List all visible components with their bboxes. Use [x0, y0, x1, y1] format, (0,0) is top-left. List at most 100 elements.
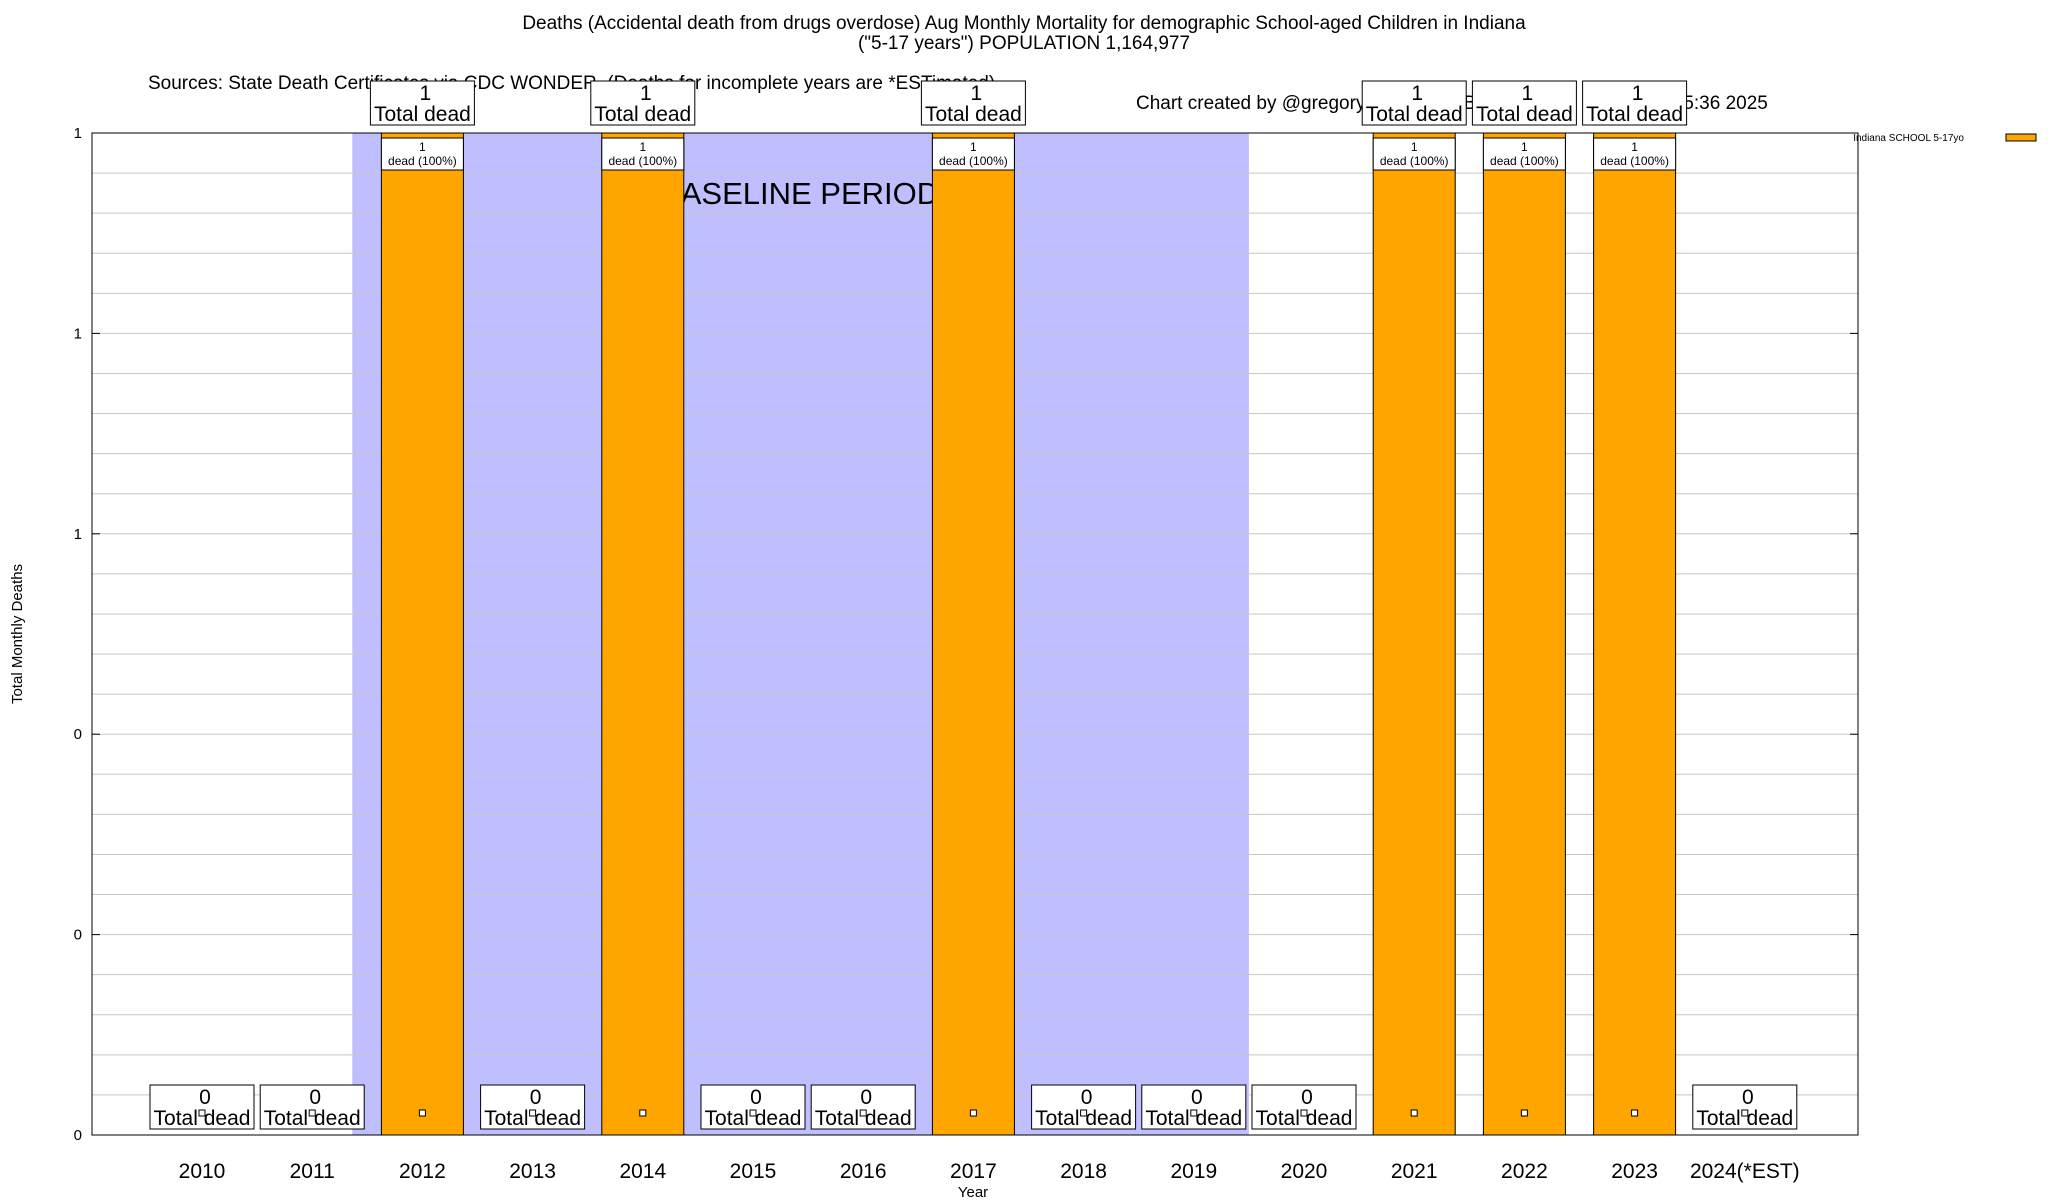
total-label-count: 1 [420, 82, 432, 105]
total-label-box [480, 1084, 586, 1130]
total-label-count: 0 [1301, 1086, 1313, 1109]
y-axis-label: Total Monthly Deaths [9, 564, 26, 704]
total-label-count: 0 [1191, 1086, 1203, 1109]
y-tick-label: 0 [74, 726, 82, 743]
x-tick-label: 2010 [179, 1160, 226, 1183]
total-label-count: 1 [1411, 82, 1423, 105]
total-label-box [810, 1084, 916, 1130]
bar-label-count: 1 [970, 140, 977, 154]
bar-label-count: 1 [1521, 140, 1528, 154]
bar-label-percent: dead (100%) [939, 154, 1008, 168]
bar-label-percent: dead (100%) [388, 154, 457, 168]
total-label-text: Total dead [1256, 1107, 1353, 1130]
bar-label-count: 1 [1411, 140, 1418, 154]
total-label-box [700, 1084, 806, 1130]
bar-label-percent: dead (100%) [1600, 154, 1669, 168]
bar-2021 [1372, 132, 1456, 1136]
total-label-text: Total dead [1366, 103, 1463, 126]
x-tick-marker [1300, 1109, 1308, 1117]
x-axis-label: Year [958, 1184, 988, 1200]
bar-2022 [1482, 132, 1566, 1136]
total-label-text: Total dead [1586, 103, 1683, 126]
y-tick-label: 0 [74, 927, 82, 944]
bar-label-count: 1 [639, 140, 646, 154]
total-label-count: 0 [309, 1086, 321, 1109]
total-label-count: 0 [199, 1086, 211, 1109]
x-tick-label: 2017 [950, 1160, 997, 1183]
x-tick-label: 2019 [1170, 1160, 1217, 1183]
total-label-box [149, 1084, 255, 1130]
total-label-count: 1 [1632, 82, 1644, 105]
total-label-text: Total dead [264, 1107, 361, 1130]
total-label-count: 0 [860, 1086, 872, 1109]
total-label-text: Total dead [815, 1107, 912, 1130]
total-label-text: Total dead [154, 1107, 251, 1130]
bar-label-box [931, 137, 1015, 171]
total-label-box [1582, 80, 1688, 126]
x-tick-label: 2016 [840, 1160, 887, 1183]
bar-label-box [1593, 137, 1677, 171]
chart-title: Deaths (Accidental death from drugs over… [522, 13, 1526, 34]
total-label-box [1031, 1084, 1137, 1130]
x-tick-marker [529, 1109, 537, 1117]
bar-label-count: 1 [419, 140, 426, 154]
x-tick-marker [1631, 1109, 1639, 1117]
x-tick-marker [639, 1109, 647, 1117]
x-tick-marker [1410, 1109, 1418, 1117]
total-label-count: 0 [1742, 1086, 1754, 1109]
x-tick-marker [859, 1109, 867, 1117]
baseline-period-label: BASELINE PERIOD [660, 176, 939, 211]
total-label-text: Total dead [1696, 1107, 1793, 1130]
total-label-count: 1 [640, 82, 652, 105]
bar-label-box [380, 137, 464, 171]
legend-label: Indiana SCHOOL 5-17yo [1853, 133, 1964, 144]
x-tick-label: 2022 [1501, 1160, 1548, 1183]
x-tick-marker [1080, 1109, 1088, 1117]
total-label-box [369, 80, 475, 126]
total-label-text: Total dead [705, 1107, 802, 1130]
bar-2023 [1593, 132, 1677, 1136]
total-label-box [1361, 80, 1467, 126]
total-label-box [920, 80, 1026, 126]
x-tick-label: 2021 [1391, 1160, 1438, 1183]
x-tick-label: 2020 [1281, 1160, 1328, 1183]
total-label-count: 0 [1081, 1086, 1093, 1109]
x-tick-marker [1520, 1109, 1528, 1117]
x-tick-marker [308, 1109, 316, 1117]
total-label-box [1141, 1084, 1247, 1130]
x-tick-label: 2023 [1611, 1160, 1658, 1183]
x-tick-label: 2012 [399, 1160, 446, 1183]
x-tick-label: 2015 [730, 1160, 777, 1183]
bar-label-percent: dead (100%) [1490, 154, 1559, 168]
x-tick-label: 2011 [290, 1160, 335, 1183]
y-tick-label: 1 [74, 526, 82, 543]
x-tick-label: 2018 [1060, 1160, 1107, 1183]
chart-subtitle: ("5-17 years") POPULATION 1,164,977 [857, 33, 1191, 54]
x-tick-marker [198, 1109, 206, 1117]
total-label-count: 0 [750, 1086, 762, 1109]
total-label-count: 1 [1522, 82, 1534, 105]
x-tick-label: 2024(*EST) [1690, 1160, 1800, 1183]
y-tick-label: 0 [74, 1127, 82, 1144]
total-label-text: Total dead [1035, 1107, 1132, 1130]
x-tick-marker [1190, 1109, 1198, 1117]
total-label-text: Total dead [594, 103, 691, 126]
total-label-box [1471, 80, 1577, 126]
bar-label-box [1482, 137, 1566, 171]
bar-label-percent: dead (100%) [1380, 154, 1449, 168]
total-label-box [1692, 1084, 1798, 1130]
total-label-text: Total dead [1476, 103, 1573, 126]
total-label-box [590, 80, 696, 126]
x-tick-marker [969, 1109, 977, 1117]
bar-label-percent: dead (100%) [608, 154, 677, 168]
total-label-box [1251, 1084, 1357, 1130]
total-label-count: 1 [971, 82, 983, 105]
x-tick-marker [1741, 1109, 1749, 1117]
total-label-text: Total dead [1145, 1107, 1242, 1130]
bar-label-box [1372, 137, 1456, 171]
y-tick-label: 1 [74, 125, 82, 142]
total-label-count: 0 [530, 1086, 542, 1109]
bar-label-box [601, 137, 685, 171]
total-label-text: Total dead [374, 103, 471, 126]
